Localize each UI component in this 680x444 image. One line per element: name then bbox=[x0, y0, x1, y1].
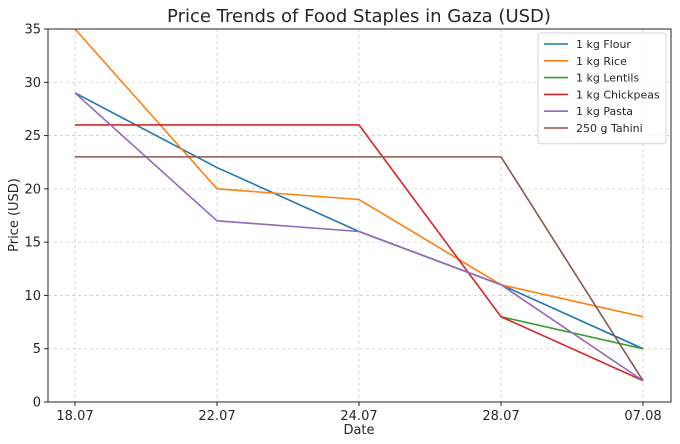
y-axis-label: Price (USD) bbox=[7, 178, 22, 252]
x-tick-label: 18.07 bbox=[56, 409, 93, 424]
legend-label-1-kg-pasta: 1 kg Pasta bbox=[576, 105, 633, 118]
chart-title: Price Trends of Food Staples in Gaza (US… bbox=[167, 6, 551, 27]
legend-label-1-kg-lentils: 1 kg Lentils bbox=[576, 72, 639, 85]
y-tick-label: 5 bbox=[33, 342, 41, 357]
y-tick-label: 25 bbox=[24, 129, 41, 144]
legend: 1 kg Flour 1 kg Rice 1 kg Lentils 1 kg Chic… bbox=[537, 32, 667, 145]
x-axis-label: Date bbox=[343, 423, 374, 438]
legend-label-1-kg-chickpeas: 1 kg Chickpeas bbox=[576, 88, 660, 101]
x-tick-label: 28.07 bbox=[482, 409, 519, 424]
y-tick-label: 0 bbox=[33, 396, 41, 411]
legend-box bbox=[537, 32, 667, 145]
x-tick-label: 24.07 bbox=[340, 409, 377, 424]
series-lines bbox=[74, 28, 644, 382]
legend-label-1-kg-rice: 1 kg Rice bbox=[576, 55, 627, 68]
legend-label-1-kg-flour: 1 kg Flour bbox=[576, 38, 631, 51]
series-line-250-g-tahini bbox=[75, 156, 644, 382]
y-tick-label: 35 bbox=[24, 23, 41, 38]
y-tick-label: 15 bbox=[24, 236, 41, 251]
x-axis-ticks: 18.07 22.07 24.07 28.07 07.08 bbox=[56, 402, 662, 424]
y-axis-ticks: 0 5 10 15 20 25 30 35 bbox=[24, 23, 48, 411]
y-tick-label: 30 bbox=[24, 76, 41, 91]
legend-label-250-g-tahini: 250 g Tahini bbox=[576, 122, 643, 135]
series-line-1-kg-chickpeas bbox=[75, 124, 644, 382]
series-line-1-kg-rice bbox=[74, 28, 644, 318]
x-tick-label: 07.08 bbox=[624, 409, 661, 424]
x-tick-label: 22.07 bbox=[198, 409, 235, 424]
y-tick-label: 10 bbox=[24, 289, 41, 304]
y-tick-label: 20 bbox=[24, 182, 41, 197]
series-line-1-kg-pasta bbox=[74, 92, 644, 382]
